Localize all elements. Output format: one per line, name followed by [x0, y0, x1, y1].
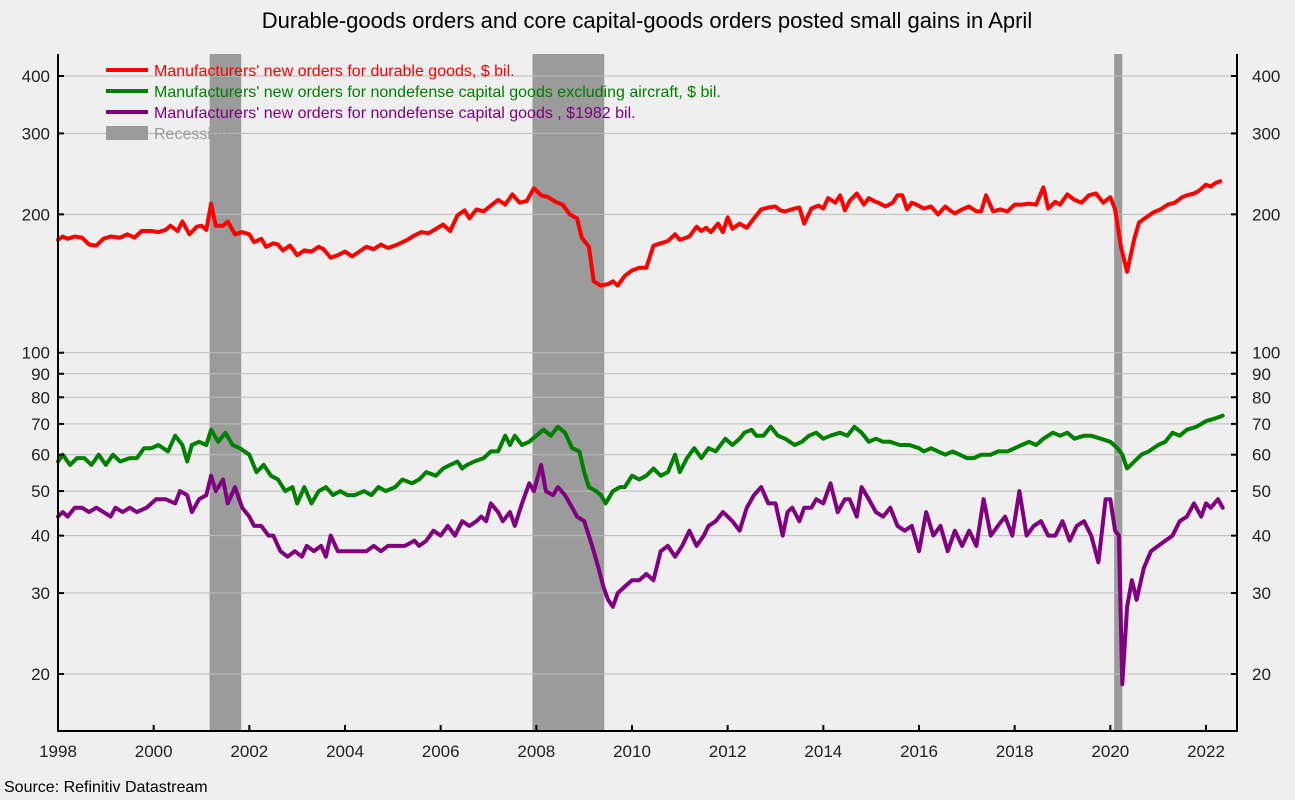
x-tick-label: 2010 [613, 742, 651, 761]
x-tick-label: 2008 [517, 742, 555, 761]
series-line-1 [56, 179, 1223, 288]
y-tick-label-right: 20 [1252, 665, 1271, 684]
series-line-3 [56, 462, 1225, 687]
y-tick-label-right: 100 [1252, 344, 1280, 363]
x-tick-label: 1998 [39, 742, 77, 761]
y-axis-left-ticks: 20 30 40 50 60 70 80 90 100 200 300 400 [22, 67, 64, 684]
y-tick-label-right: 200 [1252, 205, 1280, 224]
x-tick-label: 2022 [1187, 742, 1225, 761]
legend-label: Manufacturers' new orders for durable go… [154, 63, 515, 80]
y-tick-label-right: 80 [1252, 388, 1271, 407]
y-tick-label-right: 40 [1252, 527, 1271, 546]
x-tick-label: 2014 [804, 742, 842, 761]
x-tick-label: 2018 [996, 742, 1034, 761]
legend: Manufacturers' new orders for durable go… [106, 63, 721, 143]
y-tick-label-left: 100 [22, 344, 50, 363]
y-tick-label-right: 30 [1252, 584, 1271, 603]
x-tick-label: 2016 [900, 742, 938, 761]
source-note: Source: Refinitiv Datastream [4, 779, 208, 796]
y-tick-label-right: 300 [1252, 124, 1280, 143]
y-tick-label-left: 70 [31, 415, 50, 434]
legend-label: Manufacturers' new orders for nondefense… [154, 105, 636, 122]
x-tick-label: 2012 [709, 742, 747, 761]
recession-bands [209, 54, 1123, 731]
x-axis-ticks: 1998 2000 2002 2004 2006 2008 2010 2012 2014 2016… [39, 725, 1225, 761]
y-tick-label-right: 50 [1252, 482, 1271, 501]
legend-swatch-recession [106, 126, 148, 140]
y-tick-label-left: 200 [22, 205, 50, 224]
x-tick-label: 2000 [135, 742, 173, 761]
y-tick-label-left: 90 [31, 365, 50, 384]
y-tick-label-right: 70 [1252, 415, 1271, 434]
x-tick-label: 2020 [1091, 742, 1129, 761]
y-tick-label-left: 20 [31, 665, 50, 684]
series-lines [56, 179, 1225, 687]
y-tick-label-right: 400 [1252, 67, 1280, 86]
y-tick-label-left: 60 [31, 446, 50, 465]
y-tick-label-left: 80 [31, 388, 50, 407]
y-tick-label-right: 60 [1252, 446, 1271, 465]
legend-label: Manufacturers' new orders for nondefense… [154, 84, 721, 101]
y-tick-label-left: 30 [31, 584, 50, 603]
y-tick-label-right: 90 [1252, 365, 1271, 384]
x-tick-label: 2002 [230, 742, 268, 761]
recession-band [209, 54, 242, 731]
y-tick-label-left: 40 [31, 527, 50, 546]
series-line-2 [56, 413, 1225, 506]
y-axis-right-ticks: 20 30 40 50 60 70 80 90 100 200 300 400 [1231, 67, 1280, 684]
chart-title: Durable-goods orders and core capital-go… [262, 8, 1032, 33]
recession-band [532, 54, 605, 731]
legend-label-recession: Recession [154, 126, 229, 143]
y-tick-label-left: 300 [22, 124, 50, 143]
x-tick-label: 2004 [326, 742, 364, 761]
recession-band [1114, 54, 1123, 731]
y-tick-label-left: 50 [31, 482, 50, 501]
gridlines [58, 75, 1237, 675]
y-tick-label-left: 400 [22, 67, 50, 86]
x-tick-label: 2006 [422, 742, 460, 761]
axes [57, 54, 1238, 732]
